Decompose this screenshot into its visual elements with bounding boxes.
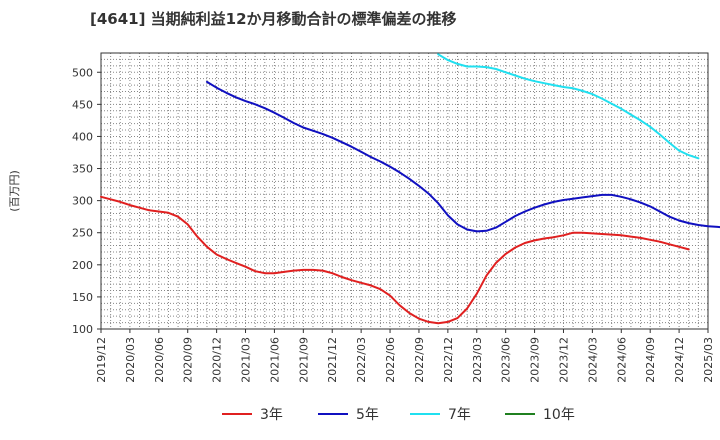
x-tick-label: 2019/12 (95, 337, 108, 383)
y-tick-label: 350 (72, 163, 93, 176)
y-tick-label: 500 (72, 66, 93, 79)
series-line-1 (100, 195, 690, 325)
vertical-gridlines (110, 53, 699, 329)
legend-label: 10年 (543, 407, 575, 423)
chart-title: [4641] 当期純利益12か月移動合計の標準偏差の推移 (90, 10, 457, 28)
legend-label: 3年 (260, 407, 283, 423)
series-line-3 (437, 53, 700, 160)
x-tick-label: 2024/03 (586, 337, 599, 383)
x-tick-label: 2022/12 (442, 337, 455, 383)
x-tick-label: 2020/06 (153, 337, 166, 383)
x-tick-label: 2024/06 (615, 337, 628, 383)
plot-area (101, 53, 708, 329)
y-tick-label: 450 (72, 98, 93, 111)
plot-frame (100, 52, 709, 330)
x-tick-label: 2023/12 (557, 337, 570, 383)
x-tick-label: 2021/12 (326, 337, 339, 383)
y-axis-label: (百万円) (8, 170, 21, 212)
x-tick-label: 2021/03 (240, 337, 253, 383)
x-tick-label: 2022/09 (413, 337, 426, 383)
y-tick-label: 150 (72, 291, 93, 304)
x-tick-label: 2020/09 (182, 337, 195, 383)
x-tick-label: 2022/06 (384, 337, 397, 383)
y-tick-label: 250 (72, 227, 93, 240)
y-tick-label: 100 (72, 323, 93, 336)
y-axis: 100 150 200 250 300 350 400 450 500 (72, 66, 101, 336)
legend: 3年 5年 7年 10年 (222, 407, 575, 423)
x-tick-label: 2024/12 (673, 337, 686, 383)
x-tick-label: 2020/03 (124, 337, 137, 383)
y-tick-label: 400 (72, 130, 93, 143)
legend-label: 7年 (448, 407, 471, 423)
y-tick-label: 300 (72, 195, 93, 208)
x-tick-label: 2021/06 (268, 337, 281, 383)
x-tick-label: 2024/09 (644, 337, 657, 383)
legend-label: 5年 (356, 407, 379, 423)
x-tick-label: 2021/09 (297, 337, 310, 383)
x-axis: 2019/12 2020/03 2020/06 2020/09 2020/12 2021/… (95, 329, 715, 383)
x-tick-label: 2023/06 (500, 337, 513, 383)
horizontal-gridlines (101, 58, 708, 324)
y-tick-label: 200 (72, 259, 93, 272)
x-tick-label: 2025/03 (702, 337, 715, 383)
x-tick-label: 2023/09 (529, 337, 542, 383)
series-line-2 (206, 80, 720, 233)
x-tick-label: 2022/03 (355, 337, 368, 383)
x-tick-label: 2020/12 (211, 337, 224, 383)
x-tick-label: 2023/03 (471, 337, 484, 383)
